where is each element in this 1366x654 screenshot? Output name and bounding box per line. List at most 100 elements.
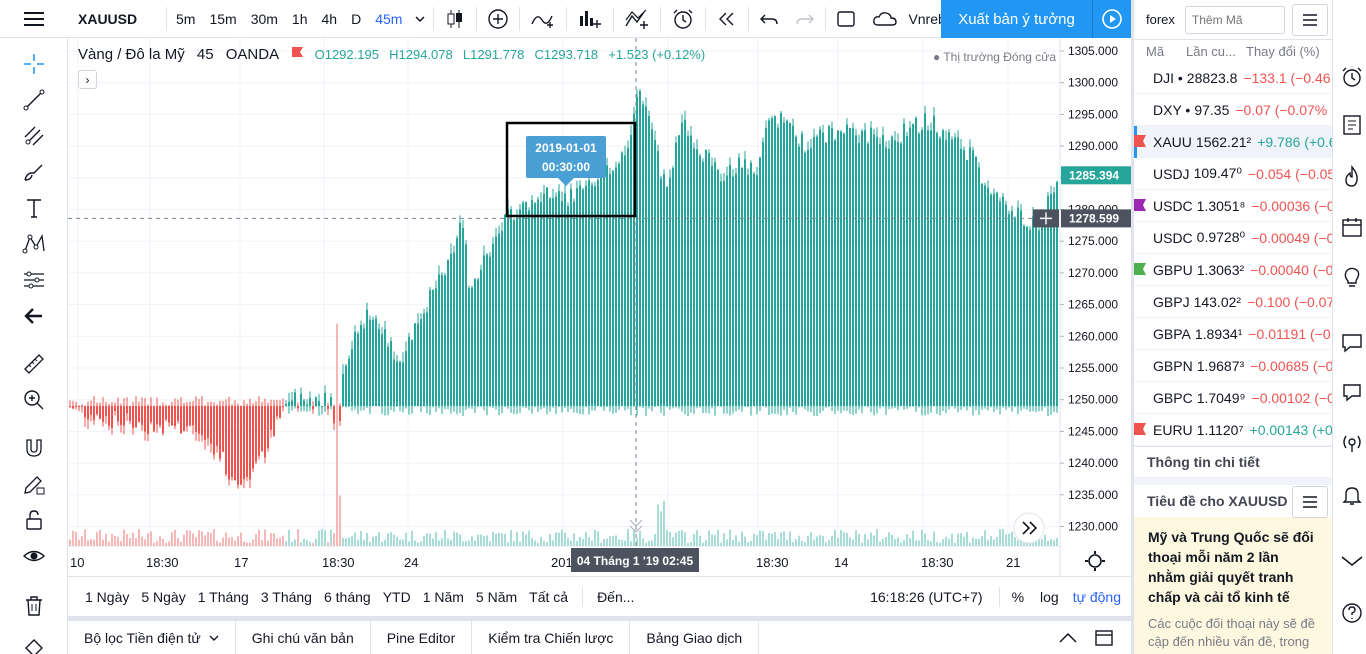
- goto-date-button[interactable]: Đến...: [597, 588, 635, 605]
- back-button[interactable]: [20, 302, 48, 330]
- auto-scale-toggle[interactable]: tự động: [1072, 588, 1121, 605]
- chart-type-button[interactable]: [436, 0, 474, 38]
- news-menu-button[interactable]: [1292, 486, 1328, 518]
- indicators-button[interactable]: [522, 0, 564, 38]
- chart-pane[interactable]: 2019-01-01 00:30:00 1305.000 1300.000 1295.0…: [68, 38, 1131, 576]
- interval-45m[interactable]: 45m: [375, 10, 403, 27]
- clock[interactable]: 16:18:26 (UTC+7): [870, 588, 983, 605]
- crosshair-tool[interactable]: [20, 50, 48, 78]
- streams-sidebar-button[interactable]: [1339, 430, 1365, 456]
- financials-button[interactable]: [569, 0, 611, 38]
- drawn-rectangle[interactable]: [505, 121, 637, 218]
- range-1y[interactable]: 1 Năm: [422, 588, 464, 605]
- magnet-tool[interactable]: [20, 434, 48, 462]
- watchlist-row[interactable]: USDC 1.3051⁸ −0.00036 (−0.: [1134, 190, 1339, 222]
- watchlist-row[interactable]: GBPJ 143.02² −0.100 (−0.07: [1134, 286, 1334, 318]
- templates-button[interactable]: [616, 0, 658, 38]
- publish-idea-button[interactable]: Xuất bản ý tưởng: [941, 0, 1092, 38]
- chevron-down-icon[interactable]: [629, 519, 643, 533]
- alert-button[interactable]: [663, 0, 703, 38]
- fib-tool[interactable]: [20, 122, 48, 150]
- symbol-search-button[interactable]: XAUUSD: [78, 10, 138, 27]
- legend-symbol-name[interactable]: Vàng / Đô la Mỹ: [78, 46, 185, 63]
- news-header-title[interactable]: Tiêu đề cho XAUUSD: [1147, 493, 1288, 509]
- interval-30m[interactable]: 30m: [250, 10, 278, 27]
- interval-4h[interactable]: 4h: [321, 10, 338, 27]
- chats-sidebar-button[interactable]: [1339, 330, 1365, 356]
- zoom-tool[interactable]: [20, 386, 48, 414]
- trendline-tool[interactable]: [20, 86, 48, 114]
- flag-icon[interactable]: [1134, 135, 1146, 147]
- range-5d[interactable]: 5 Ngày: [141, 588, 186, 605]
- flag-icon[interactable]: [1134, 199, 1146, 211]
- interval-d[interactable]: D: [351, 10, 362, 27]
- range-ytd[interactable]: YTD: [382, 588, 411, 605]
- calendar-sidebar-button[interactable]: [1339, 214, 1365, 240]
- watchlist-title[interactable]: forex: [1146, 12, 1175, 27]
- flag-icon[interactable]: [1134, 263, 1146, 275]
- stay-drawing-tool[interactable]: [20, 470, 48, 498]
- datawindow-sidebar-button[interactable]: [1339, 112, 1365, 138]
- prediction-tool[interactable]: [20, 266, 48, 294]
- log-scale-toggle[interactable]: log: [1040, 588, 1059, 605]
- watchlist-row[interactable]: EURU 1.1120⁷ +0.00143 (+0.: [1134, 414, 1337, 446]
- price-chart[interactable]: 2019-01-01 00:30:00 1305.000 1300.000 1295.0…: [68, 38, 1131, 576]
- plus-icon[interactable]: [1040, 212, 1052, 225]
- range-1d[interactable]: 1 Ngày: [85, 588, 130, 605]
- gear-icon[interactable]: [1088, 554, 1102, 568]
- order-panel-sidebar-button[interactable]: [1339, 548, 1365, 574]
- replay-play-button[interactable]: [1092, 0, 1131, 38]
- watchlist-row[interactable]: GBPC 1.7049⁹ −0.00102 (−0.: [1134, 382, 1339, 414]
- interval-15m[interactable]: 15m: [209, 10, 237, 27]
- range-all[interactable]: Tất cả: [529, 588, 569, 605]
- range-6m[interactable]: 6 tháng: [323, 588, 371, 605]
- add-symbol-input[interactable]: [1184, 5, 1285, 34]
- watchlist-row[interactable]: GBPN 1.9687³ −0.00685 (−0.: [1134, 350, 1337, 382]
- col-last[interactable]: Lần cu...: [1186, 43, 1236, 59]
- interval-5m[interactable]: 5m: [176, 10, 196, 27]
- interval-dropdown[interactable]: [409, 0, 431, 38]
- news-item[interactable]: Mỹ và Trung Quốc sẽ đối thoại mỗi năm 2 …: [1134, 517, 1332, 654]
- tab-text-notes[interactable]: Ghi chú văn bản: [236, 620, 371, 654]
- flag-icon[interactable]: [1134, 423, 1146, 435]
- cloud-layout-button[interactable]: [864, 0, 902, 38]
- flag-icon[interactable]: [290, 46, 304, 60]
- watchlist-row[interactable]: DJI • 28823.8 −133.1 (−0.46: [1134, 62, 1332, 94]
- redo-button[interactable]: [787, 0, 823, 38]
- menu-button[interactable]: [0, 0, 68, 38]
- watchlist-row[interactable]: USDC 0.9728⁰ −0.00049 (−0.: [1134, 222, 1338, 254]
- visibility-tool[interactable]: [20, 542, 48, 570]
- measure-tool[interactable]: [20, 350, 48, 378]
- tab-trading-panel[interactable]: Bảng Giao dịch: [630, 620, 760, 654]
- undo-button[interactable]: [751, 0, 787, 38]
- text-tool[interactable]: [20, 194, 48, 222]
- brush-tool[interactable]: [20, 158, 48, 186]
- chevron-up-icon[interactable]: [1059, 632, 1077, 644]
- percent-scale-toggle[interactable]: %: [1011, 588, 1025, 605]
- watchlist-menu-button[interactable]: [1292, 4, 1328, 36]
- watchlist-row[interactable]: XAUU 1562.21² +9.786 (+0.63: [1134, 126, 1344, 158]
- replay-button[interactable]: [708, 0, 746, 38]
- interval-1h[interactable]: 1h: [291, 10, 308, 27]
- range-3m[interactable]: 3 Tháng: [260, 588, 312, 605]
- tab-strategy-tester[interactable]: Kiểm tra Chiến lược: [472, 620, 631, 654]
- watchlist-row[interactable]: DXY • 97.35 −0.07 (−0.07%: [1134, 94, 1332, 126]
- news-title[interactable]: Mỹ và Trung Quốc sẽ đối thoại mỗi năm 2 …: [1148, 529, 1314, 605]
- compare-button[interactable]: [479, 0, 517, 38]
- details-section[interactable]: Thông tin chi tiết: [1134, 447, 1332, 477]
- col-symbol[interactable]: Mã: [1146, 43, 1165, 59]
- watchlist-row[interactable]: GBPA 1.8934¹ −0.01191 (−0.: [1134, 318, 1335, 350]
- ideas-sidebar-button[interactable]: [1339, 264, 1365, 290]
- private-chats-sidebar-button[interactable]: [1339, 380, 1365, 406]
- price-axis[interactable]: [1060, 38, 1131, 576]
- legend-collapse-button[interactable]: ›: [78, 70, 97, 89]
- alerts-sidebar-button[interactable]: [1339, 64, 1365, 90]
- maximize-panel-icon[interactable]: [1095, 629, 1113, 646]
- range-1m[interactable]: 1 Tháng: [197, 588, 249, 605]
- fullscreen-button[interactable]: [828, 0, 864, 38]
- pattern-tool[interactable]: [20, 230, 48, 258]
- range-5y[interactable]: 5 Năm: [475, 588, 518, 605]
- notifications-sidebar-button[interactable]: [1339, 482, 1365, 508]
- lock-tool[interactable]: [20, 506, 48, 534]
- tab-pine-editor[interactable]: Pine Editor: [371, 620, 473, 654]
